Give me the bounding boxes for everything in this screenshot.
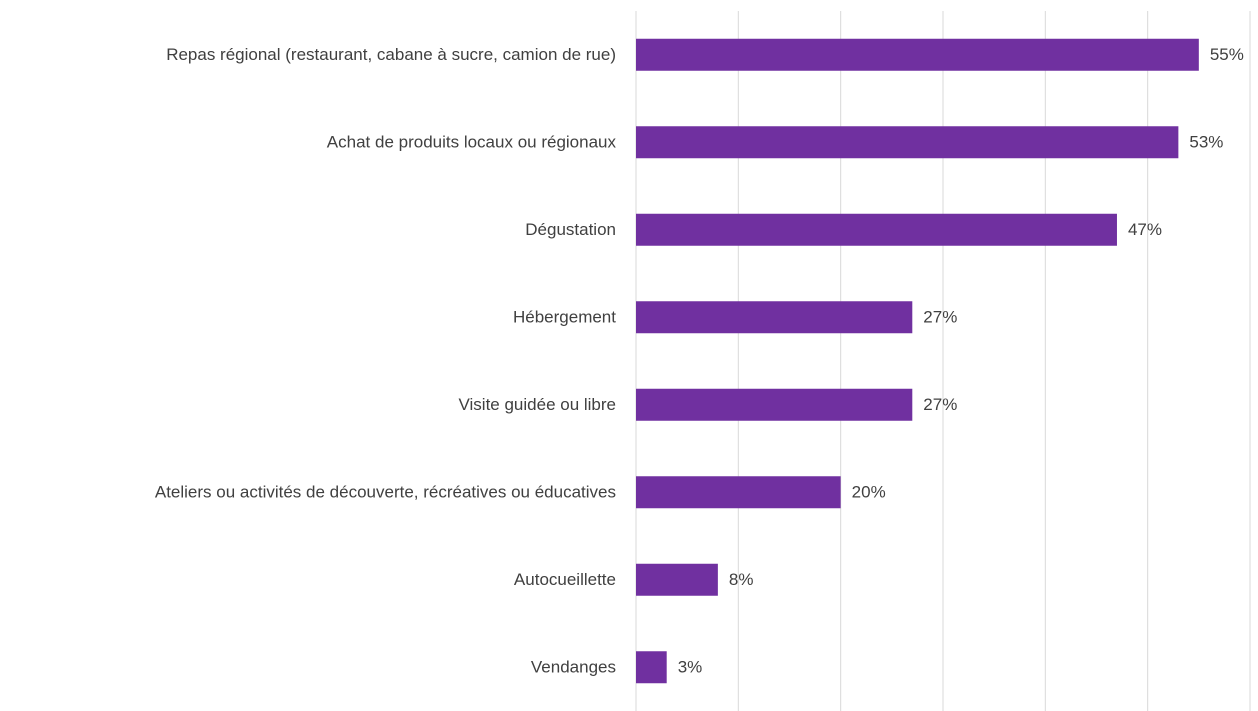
value-label: 8%: [729, 570, 754, 589]
y-tick-label: Autocueillette: [514, 570, 616, 589]
y-tick-label: Vendanges: [531, 658, 616, 677]
y-tick-label: Visite guidée ou libre: [458, 395, 616, 414]
value-label: 53%: [1189, 133, 1223, 152]
bar: [636, 213, 1117, 246]
y-tick-label: Dégustation: [525, 220, 616, 239]
y-tick-label: Hébergement: [513, 308, 616, 327]
value-label: 55%: [1210, 45, 1244, 64]
value-label: 47%: [1128, 220, 1162, 239]
y-tick-label: Achat de produits locaux ou régionaux: [327, 133, 617, 152]
bar: [636, 301, 913, 334]
value-label: 27%: [923, 395, 957, 414]
value-label: 3%: [678, 658, 703, 677]
bar: [636, 476, 841, 509]
value-label: 20%: [852, 483, 886, 502]
y-tick-label: Ateliers ou activités de découverte, réc…: [155, 483, 616, 502]
bar: [636, 38, 1199, 71]
value-label: 27%: [923, 308, 957, 327]
bar: [636, 126, 1179, 159]
bar: [636, 563, 718, 596]
bar: [636, 388, 913, 421]
bar: [636, 651, 667, 684]
y-tick-label: Repas régional (restaurant, cabane à suc…: [166, 45, 616, 64]
